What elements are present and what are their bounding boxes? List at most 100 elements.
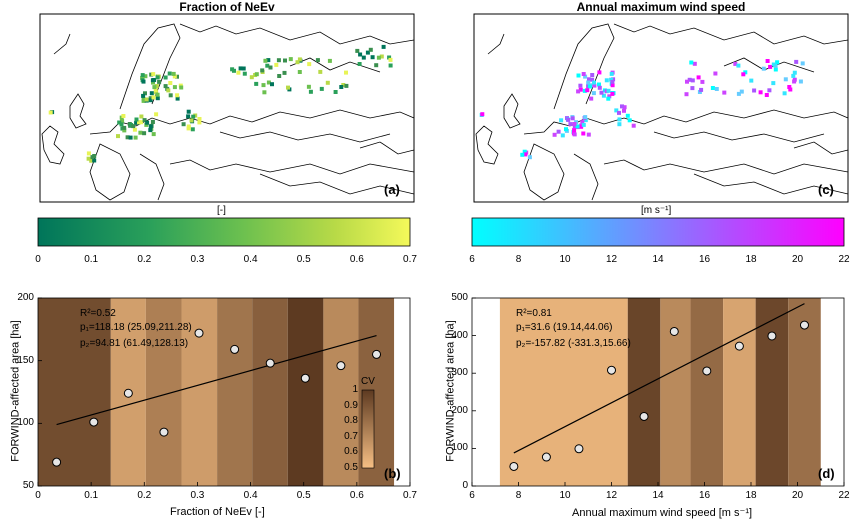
map-cell (689, 60, 694, 65)
map-cell (631, 123, 636, 128)
map-cell (587, 77, 591, 82)
map-cell (722, 90, 727, 95)
map-cell (700, 79, 705, 84)
map-cell (586, 132, 591, 137)
map-cell (572, 122, 577, 126)
map-cell (138, 130, 143, 135)
panel-b-fit-line (56, 335, 377, 426)
colorbar-c-tick-7: 20 (791, 254, 804, 265)
panel-b-xtick-2: 0.2 (137, 490, 152, 501)
map-cell (148, 124, 153, 129)
map-cell (274, 62, 279, 67)
map-cell (137, 120, 141, 125)
panel-d-band-5 (755, 298, 789, 486)
map-cell (764, 93, 769, 97)
map-cell (568, 122, 573, 127)
map-cell (48, 110, 53, 115)
map-cell (141, 97, 146, 102)
map-cell (191, 114, 196, 119)
map-cell (590, 77, 595, 82)
colorbar-c-tick-3: 12 (605, 254, 618, 265)
map-cell (297, 57, 302, 62)
map-cell (139, 114, 144, 119)
panel-d-point-1 (541, 452, 551, 462)
colorbar-a-tick-0: 0 (35, 254, 41, 265)
map-cell (242, 71, 247, 76)
map-cell (154, 84, 159, 88)
map-cell (266, 80, 271, 85)
map-cell (714, 87, 719, 91)
panel-b-xtick-1: 0.1 (84, 490, 99, 501)
map-cell (771, 81, 776, 86)
map-cell (697, 90, 702, 94)
map-cell (197, 117, 202, 121)
map-cell (370, 55, 375, 60)
map-cell (752, 88, 757, 93)
map-cell (381, 44, 386, 49)
panel-b-xtick-3: 0.3 (190, 490, 205, 501)
map-cell (151, 72, 156, 77)
map-cell (150, 78, 155, 83)
map-cell (175, 74, 179, 79)
panel-b-ytick-0: 50 (22, 480, 34, 491)
coastline-5 (89, 143, 131, 201)
panel-b-band-5 (252, 298, 288, 486)
map-cell (564, 127, 568, 132)
panel-d-xtick-6: 18 (745, 490, 757, 501)
map-cell (374, 63, 379, 68)
map-cell (592, 80, 596, 85)
map-cell (151, 95, 156, 100)
map-c-cells (479, 59, 805, 160)
panel-d-xtick-7: 20 (791, 490, 804, 501)
colorbar-a-tick-2: 0.2 (137, 254, 152, 265)
map-cell (739, 89, 744, 94)
map-cell (151, 80, 155, 85)
map-cell (175, 93, 180, 98)
coastline-1 (503, 93, 521, 129)
map-cell (254, 81, 259, 86)
map-cell (261, 83, 266, 88)
map-cell (699, 87, 704, 92)
map-cell (149, 91, 154, 96)
map-cell (186, 109, 191, 114)
map-cell (800, 61, 805, 66)
coastline-3 (553, 23, 615, 110)
map-cell (344, 83, 349, 88)
panel-b-xlabel: Fraction of NeEv [-] (170, 506, 265, 518)
map-cell (592, 83, 597, 88)
coastline-4 (179, 23, 415, 45)
map-cell (89, 158, 94, 163)
map-cell (120, 119, 125, 124)
coastline-3 (119, 23, 181, 110)
map-cell (523, 152, 528, 157)
map-cell (133, 135, 138, 140)
map-cell (134, 120, 139, 125)
panel-d-point-0 (509, 461, 519, 471)
map-cell (581, 131, 586, 136)
panel-d-ylabel: FORWIND-affected area [ha] (444, 320, 457, 462)
map-cell (154, 112, 159, 117)
panel-b-ytick-2: 150 (17, 354, 34, 366)
map-cell (597, 85, 602, 90)
map-cell (282, 70, 287, 75)
panel-b-point-8 (336, 361, 346, 371)
map-cell (556, 129, 561, 134)
panel-b-letter: (b) (384, 466, 401, 481)
coastline-6 (139, 153, 165, 201)
colorbar-a-unit: [-] (217, 205, 226, 216)
map-cell (318, 69, 323, 74)
map-cell (798, 79, 803, 84)
map-cell (121, 114, 126, 118)
map-cell (128, 135, 133, 140)
coastline-6 (573, 153, 599, 201)
map-cell (288, 57, 293, 62)
panel-b-point-6 (265, 358, 275, 368)
map-cell (572, 124, 577, 129)
map-cell (361, 55, 366, 60)
map-cell (765, 59, 770, 63)
cv-inset-title: CV (361, 376, 375, 387)
colorbar-a-tick-6: 0.6 (349, 254, 364, 265)
map-cell (622, 105, 627, 110)
map-cell (154, 90, 159, 95)
map-cell (357, 62, 362, 66)
